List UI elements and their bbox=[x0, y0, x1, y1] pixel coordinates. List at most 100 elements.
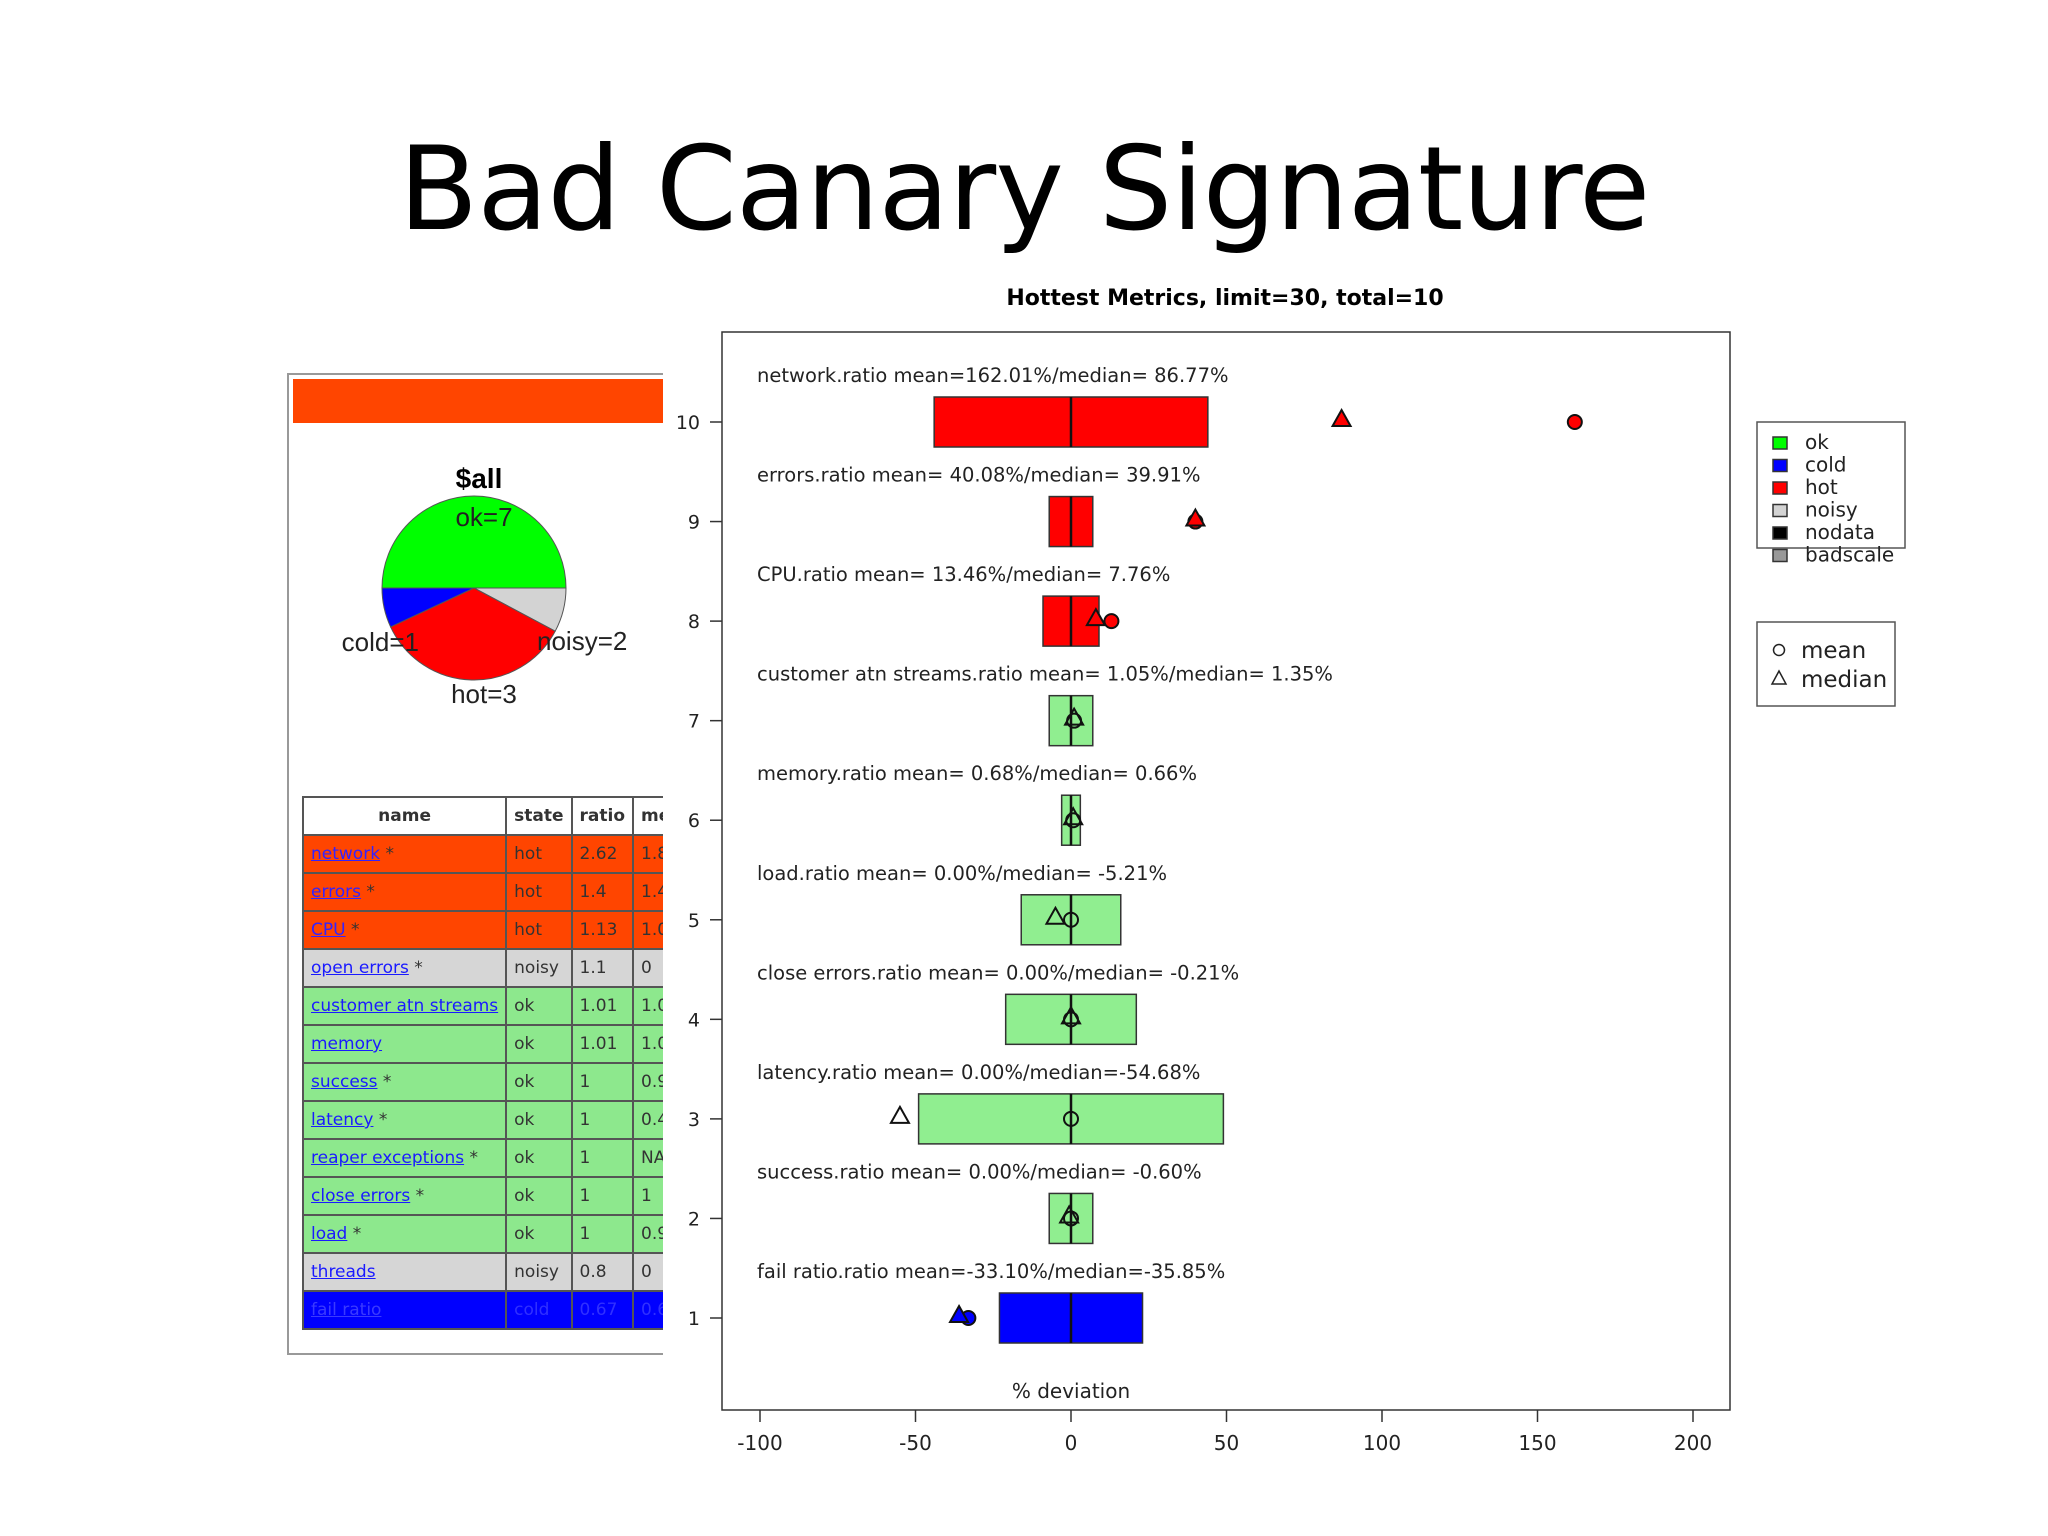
metric-link[interactable]: customer atn streams bbox=[311, 996, 499, 1016]
legend-swatch-noisy bbox=[1772, 503, 1788, 518]
metric-ratio-cell: 0.8 bbox=[570, 1252, 635, 1292]
metric-state-cell: noisy bbox=[505, 1252, 573, 1292]
metric-star: * bbox=[464, 1148, 478, 1168]
median-marker bbox=[1085, 607, 1107, 627]
pie-slice-ok bbox=[381, 495, 567, 589]
metric-med-cell: 1.01 bbox=[632, 986, 663, 1026]
table-header-state: state bbox=[505, 796, 573, 836]
metric-star: * bbox=[373, 1110, 388, 1130]
y-tick-label: 2 bbox=[688, 1208, 700, 1230]
state-pie-chart: $all ok=7 noisy=2 hot=3 cold=1 bbox=[289, 423, 659, 753]
legend-label-mean: mean bbox=[1801, 638, 1866, 664]
metric-ratio-cell: 2.62 bbox=[570, 834, 635, 874]
legend-label-noisy: noisy bbox=[1805, 498, 1858, 522]
metric-name-cell: fail ratio bbox=[301, 1290, 508, 1330]
metric-ratio-cell: 1 bbox=[570, 1138, 635, 1178]
metric-med-cell: 0 bbox=[632, 948, 663, 988]
pie-slice-cold bbox=[381, 587, 475, 628]
table-header-ratio: ratio bbox=[570, 796, 635, 836]
metric-link[interactable]: fail ratio bbox=[311, 1300, 382, 1320]
metric-link[interactable]: errors bbox=[311, 882, 362, 902]
metric-med-cell: 1.87 bbox=[632, 834, 663, 874]
metric-link[interactable]: open errors bbox=[311, 958, 409, 978]
series-label: fail ratio.ratio mean=-33.10%/median=-35… bbox=[757, 1260, 1225, 1283]
mean-marker bbox=[1103, 613, 1120, 630]
legend-swatch-hot bbox=[1772, 481, 1788, 495]
x-tick-label: -50 bbox=[899, 1431, 932, 1455]
metric-link[interactable]: success bbox=[311, 1072, 378, 1092]
mean-marker bbox=[1566, 414, 1583, 430]
metric-link[interactable]: memory bbox=[311, 1034, 383, 1054]
metric-ratio-cell: 1.01 bbox=[570, 986, 635, 1026]
series-label: memory.ratio mean= 0.68%/median= 0.66% bbox=[757, 762, 1197, 785]
median-marker bbox=[1062, 806, 1084, 826]
metric-name-cell: load * bbox=[301, 1214, 508, 1254]
legend-label-cold: cold bbox=[1805, 453, 1846, 477]
metric-ratio-cell: 1.4 bbox=[570, 872, 635, 912]
legend-label-badscale: badscale bbox=[1805, 543, 1894, 567]
metric-link[interactable]: close errors bbox=[311, 1186, 411, 1206]
metric-state-cell: ok bbox=[505, 986, 573, 1026]
metric-ratio-cell: 1 bbox=[570, 1214, 635, 1254]
metric-link[interactable]: network bbox=[311, 844, 381, 864]
metric-ratio-cell: 1 bbox=[570, 1176, 635, 1216]
metric-star: * bbox=[408, 958, 423, 978]
metric-ratio-cell: 1.1 bbox=[570, 948, 635, 988]
metric-name-cell: memory bbox=[301, 1024, 508, 1064]
metric-link[interactable]: threads bbox=[311, 1262, 376, 1282]
table-header-name: name bbox=[301, 796, 508, 836]
legend-swatch-ok bbox=[1772, 436, 1788, 450]
metric-ratio-cell: 1.01 bbox=[570, 1024, 635, 1064]
plot-frame bbox=[721, 331, 1731, 1411]
metric-link[interactable]: latency bbox=[311, 1110, 374, 1130]
series-label: close errors.ratio mean= 0.00%/median= -… bbox=[757, 961, 1239, 984]
metric-name-cell: open errors * bbox=[301, 948, 508, 988]
metric-star: * bbox=[361, 882, 375, 902]
median-marker bbox=[1060, 1005, 1082, 1025]
metric-name-cell: CPU * bbox=[301, 910, 508, 950]
legend-label-median: median bbox=[1801, 667, 1887, 693]
metric-med-cell: 0.64 bbox=[632, 1290, 663, 1330]
metric-star: * bbox=[380, 844, 394, 864]
table-row: reaper exceptions * ok 1 NA bbox=[301, 1138, 663, 1178]
median-marker bbox=[1058, 1204, 1080, 1224]
metric-link[interactable]: reaper exceptions bbox=[311, 1148, 465, 1168]
metric-link[interactable]: CPU bbox=[311, 920, 346, 940]
table-header-med: med bbox=[632, 796, 663, 836]
metric-med-cell: 0 bbox=[632, 1252, 663, 1292]
series-label: network.ratio mean=162.01%/median= 86.77… bbox=[757, 364, 1229, 387]
metric-link[interactable]: load bbox=[311, 1224, 348, 1244]
y-tick-label: 7 bbox=[688, 711, 700, 733]
metric-name-cell: threads bbox=[301, 1252, 508, 1292]
metric-name-cell: latency * bbox=[301, 1100, 508, 1140]
mean-marker bbox=[1063, 911, 1079, 928]
x-tick-label: 150 bbox=[1518, 1431, 1556, 1455]
metric-state-cell: ok bbox=[505, 1176, 573, 1216]
metric-state-cell: ok bbox=[505, 1024, 573, 1064]
metric-name-cell: errors * bbox=[301, 872, 508, 912]
mean-marker bbox=[1063, 1110, 1079, 1127]
y-tick-label: 1 bbox=[688, 1308, 700, 1330]
x-tick-label: 200 bbox=[1674, 1431, 1712, 1455]
y-tick-label: 6 bbox=[688, 810, 700, 832]
x-tick-label: 0 bbox=[1065, 1431, 1078, 1455]
series-label: errors.ratio mean= 40.08%/median= 39.91% bbox=[757, 464, 1200, 487]
metric-ratio-cell: 1 bbox=[570, 1100, 635, 1140]
x-tick-label: 100 bbox=[1363, 1431, 1401, 1455]
metric-state-cell: hot bbox=[505, 834, 573, 874]
metric-state-cell: ok bbox=[505, 1138, 573, 1178]
metric-med-cell: 1.01 bbox=[632, 1024, 663, 1064]
legend-label-ok: ok bbox=[1805, 430, 1829, 454]
status-bar bbox=[293, 379, 663, 423]
metric-med-cell: 1.4 bbox=[632, 872, 663, 912]
metric-med-cell: 1.08 bbox=[632, 910, 663, 950]
metric-state-cell: hot bbox=[505, 872, 573, 912]
